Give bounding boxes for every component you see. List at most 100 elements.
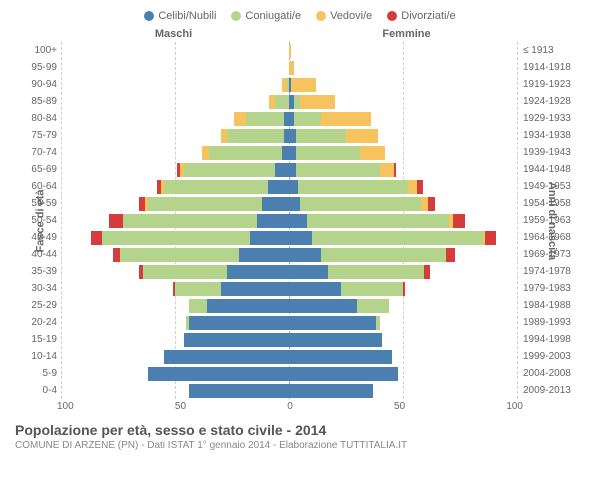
bar-segment	[289, 146, 296, 160]
age-row: 45-491964-1968	[15, 229, 585, 246]
birth-year-label: 1944-1948	[517, 164, 585, 175]
header-male: Maschi	[57, 28, 290, 40]
bar-segment	[289, 384, 373, 398]
bar-segment	[184, 333, 289, 347]
male-half	[61, 195, 289, 212]
age-row: 85-891924-1928	[15, 93, 585, 110]
legend-label: Celibi/Nubili	[158, 10, 216, 22]
age-row: 5-92004-2008	[15, 365, 585, 382]
bar-segment	[102, 231, 250, 245]
male-bar	[61, 248, 289, 262]
bar-segment	[300, 95, 334, 109]
bar-segment	[289, 333, 382, 347]
female-half	[289, 195, 517, 212]
bar-segment	[408, 180, 417, 194]
bar-segment	[394, 163, 396, 177]
female-bar	[289, 78, 517, 92]
row-plot	[61, 331, 517, 348]
bar-segment	[346, 129, 378, 143]
female-half	[289, 246, 517, 263]
bar-segment	[289, 299, 357, 313]
header-female: Femmine	[290, 28, 523, 40]
bar-segment	[275, 95, 289, 109]
bar-segment	[289, 214, 307, 228]
bar-segment	[485, 231, 496, 245]
bar-segment	[376, 316, 381, 330]
row-plot	[61, 314, 517, 331]
legend-item: Coniugati/e	[231, 10, 301, 22]
bar-segment	[148, 367, 289, 381]
female-half	[289, 76, 517, 93]
bar-segment	[289, 197, 300, 211]
male-bar	[61, 214, 289, 228]
birth-year-label: 1989-1993	[517, 317, 585, 328]
bar-segment	[307, 214, 448, 228]
bar-segment	[289, 316, 376, 330]
bar-segment	[289, 61, 294, 75]
age-row: 90-941919-1923	[15, 76, 585, 93]
age-label: 0-4	[15, 385, 61, 396]
female-bar	[289, 231, 517, 245]
bar-segment	[184, 163, 275, 177]
female-bar	[289, 248, 517, 262]
bar-segment	[234, 112, 245, 126]
bar-segment	[246, 112, 285, 126]
age-label: 20-24	[15, 317, 61, 328]
row-plot	[61, 178, 517, 195]
bar-segment	[209, 146, 282, 160]
male-half	[61, 280, 289, 297]
male-bar	[61, 61, 289, 75]
bar-segment	[227, 129, 284, 143]
bar-segment	[296, 163, 380, 177]
birth-year-label: 1914-1918	[517, 62, 585, 73]
age-row: 30-341979-1983	[15, 280, 585, 297]
row-plot	[61, 161, 517, 178]
bar-segment	[109, 214, 123, 228]
male-bar	[61, 384, 289, 398]
male-bar	[61, 95, 289, 109]
bar-segment	[189, 384, 289, 398]
female-half	[289, 314, 517, 331]
bar-segment	[227, 265, 289, 279]
male-half	[61, 246, 289, 263]
female-half	[289, 212, 517, 229]
birth-year-label: 1929-1933	[517, 113, 585, 124]
bar-segment	[275, 163, 289, 177]
bar-segment	[403, 282, 405, 296]
bar-segment	[289, 231, 312, 245]
bar-segment	[294, 112, 321, 126]
bar-segment	[207, 299, 289, 313]
x-tick: 100	[57, 401, 74, 412]
legend-label: Coniugati/e	[245, 10, 301, 22]
male-half	[61, 297, 289, 314]
male-bar	[61, 112, 289, 126]
row-plot	[61, 195, 517, 212]
female-half	[289, 297, 517, 314]
female-half	[289, 144, 517, 161]
age-label: 5-9	[15, 368, 61, 379]
male-bar	[61, 367, 289, 381]
female-half	[289, 178, 517, 195]
age-label: 85-89	[15, 96, 61, 107]
female-half	[289, 365, 517, 382]
female-bar	[289, 129, 517, 143]
male-bar	[61, 350, 289, 364]
legend-swatch	[316, 11, 326, 21]
bar-segment	[189, 299, 207, 313]
bar-segment	[357, 299, 389, 313]
birth-year-label: 1999-2003	[517, 351, 585, 362]
bar-segment	[189, 316, 289, 330]
age-row: 55-591954-1958	[15, 195, 585, 212]
bar-segment	[296, 129, 346, 143]
bar-segment	[341, 282, 403, 296]
bar-segment	[289, 265, 328, 279]
age-row: 50-541959-1963	[15, 212, 585, 229]
legend-swatch	[387, 11, 397, 21]
bar-segment	[291, 78, 316, 92]
birth-year-label: 1974-1978	[517, 266, 585, 277]
female-half	[289, 229, 517, 246]
bar-segment	[202, 146, 209, 160]
x-tick: 50	[175, 401, 186, 412]
bar-segment	[360, 146, 385, 160]
age-row: 15-191994-1998	[15, 331, 585, 348]
